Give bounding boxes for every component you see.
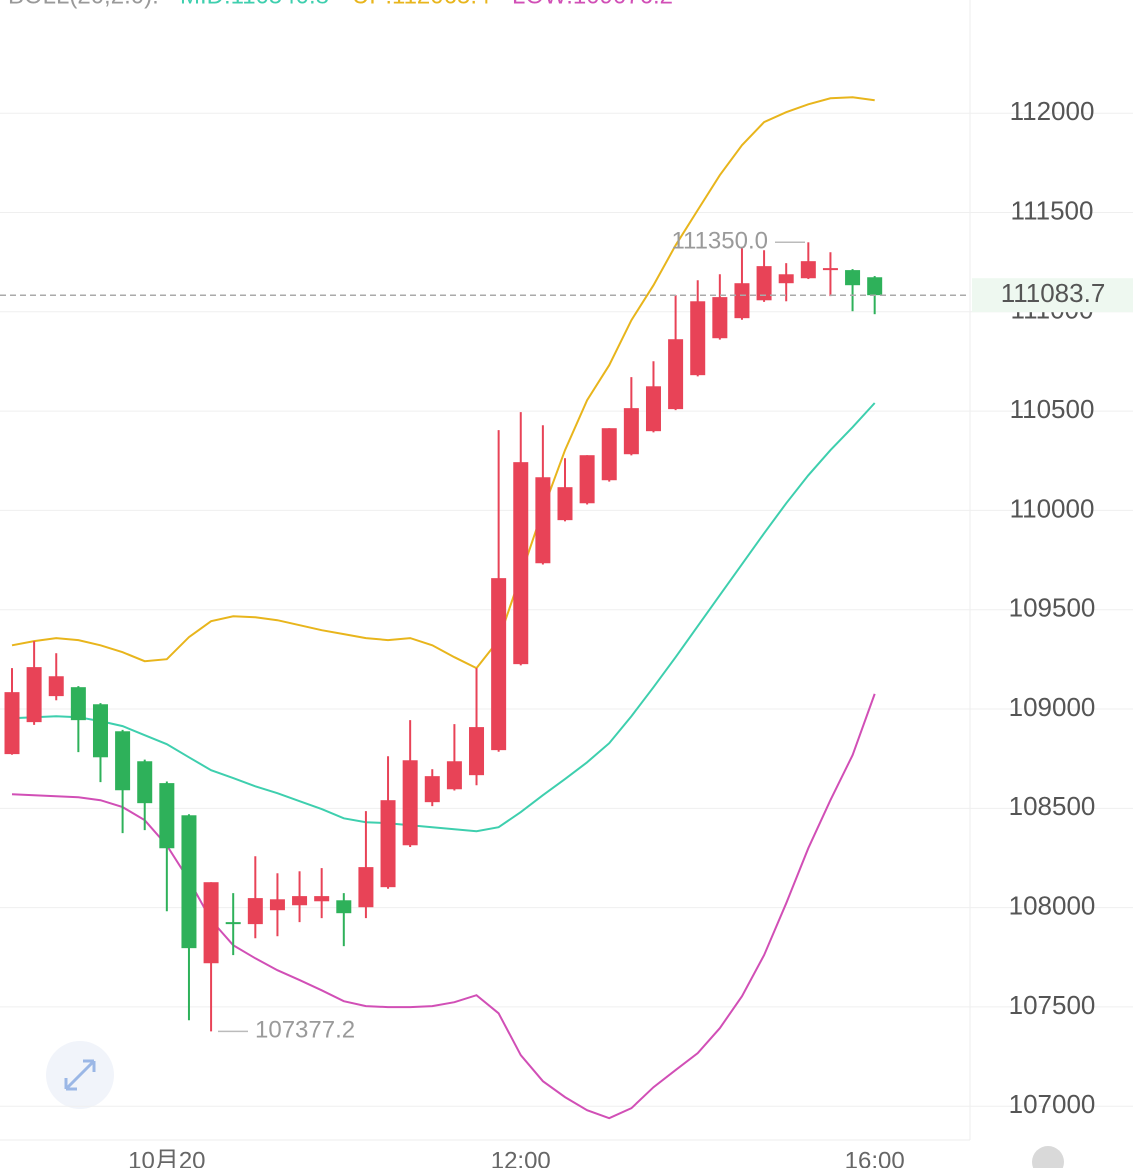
candle-body bbox=[601, 428, 617, 481]
candle-body bbox=[491, 578, 507, 751]
y-tick-label: 108500 bbox=[1009, 791, 1096, 821]
boll-line bbox=[11, 693, 876, 1120]
y-tick-label: 110500 bbox=[1010, 394, 1095, 424]
y-tick-label: 108000 bbox=[1009, 891, 1096, 921]
candle-body bbox=[4, 692, 20, 755]
y-tick-label: 110000 bbox=[1010, 493, 1095, 523]
expand-icon[interactable] bbox=[64, 1059, 96, 1091]
logo bbox=[1032, 1146, 1064, 1168]
candle-body bbox=[115, 731, 131, 791]
candle-body bbox=[336, 900, 352, 914]
candle-body bbox=[92, 704, 108, 758]
candle-body bbox=[314, 896, 330, 902]
candle-body bbox=[137, 761, 153, 804]
boll-line bbox=[11, 402, 876, 833]
y-tick-label: 112000 bbox=[1010, 96, 1095, 126]
indicator-label: UP:112065.4 bbox=[352, 0, 490, 9]
candle-body bbox=[70, 687, 86, 721]
candle-body bbox=[535, 477, 551, 564]
candle-body bbox=[402, 760, 418, 846]
last-price-label: 111083.7 bbox=[1001, 278, 1106, 308]
candle-body bbox=[645, 386, 661, 432]
indicator-label: MID:110540.8 bbox=[180, 0, 329, 9]
candle-body bbox=[690, 301, 706, 376]
low-marker-label: 107377.2 bbox=[255, 1017, 355, 1044]
candle-body bbox=[469, 727, 485, 776]
candle-body bbox=[778, 274, 794, 284]
candle-body bbox=[822, 268, 838, 271]
candle-body bbox=[247, 898, 263, 925]
last-price-box bbox=[972, 278, 1133, 313]
x-tick-label: 16:00 bbox=[845, 1147, 905, 1168]
expand-button[interactable] bbox=[46, 1041, 114, 1109]
candle-body bbox=[181, 815, 197, 949]
indicator-label: BOLL(20,2.0): bbox=[8, 0, 159, 9]
candle-body bbox=[225, 922, 241, 925]
candle-body bbox=[845, 270, 861, 286]
candle-body bbox=[269, 899, 285, 911]
candle-body bbox=[579, 455, 595, 504]
candle-body bbox=[159, 783, 175, 849]
y-tick-label: 109000 bbox=[1009, 692, 1096, 722]
candle-body bbox=[380, 800, 396, 888]
x-tick-label: 12:00 bbox=[491, 1147, 551, 1168]
candle-body bbox=[26, 667, 42, 723]
candle-body bbox=[867, 277, 883, 296]
candle-body bbox=[756, 266, 772, 301]
candle-body bbox=[712, 297, 728, 339]
candle-body bbox=[623, 408, 639, 455]
candle-body bbox=[557, 487, 573, 521]
candle-body bbox=[292, 896, 308, 906]
candle-body bbox=[513, 462, 529, 665]
y-tick-label: 111500 bbox=[1011, 195, 1094, 225]
candle-body bbox=[800, 261, 816, 279]
candle-body bbox=[734, 283, 750, 319]
candle-body bbox=[424, 776, 440, 803]
y-tick-label: 107000 bbox=[1009, 1089, 1096, 1119]
boll-line bbox=[11, 96, 875, 670]
candle-body bbox=[358, 867, 374, 908]
x-tick-label: 10月20 bbox=[128, 1147, 205, 1168]
high-marker-label: 111350.0 bbox=[671, 228, 768, 255]
candle-body bbox=[668, 339, 684, 410]
candle-body bbox=[446, 761, 462, 790]
indicator-label: LOW:109076.2 bbox=[512, 0, 673, 9]
y-tick-label: 107500 bbox=[1009, 990, 1096, 1020]
candle-body bbox=[48, 676, 64, 697]
y-tick-label: 109500 bbox=[1009, 593, 1096, 623]
candle-body bbox=[203, 882, 219, 964]
